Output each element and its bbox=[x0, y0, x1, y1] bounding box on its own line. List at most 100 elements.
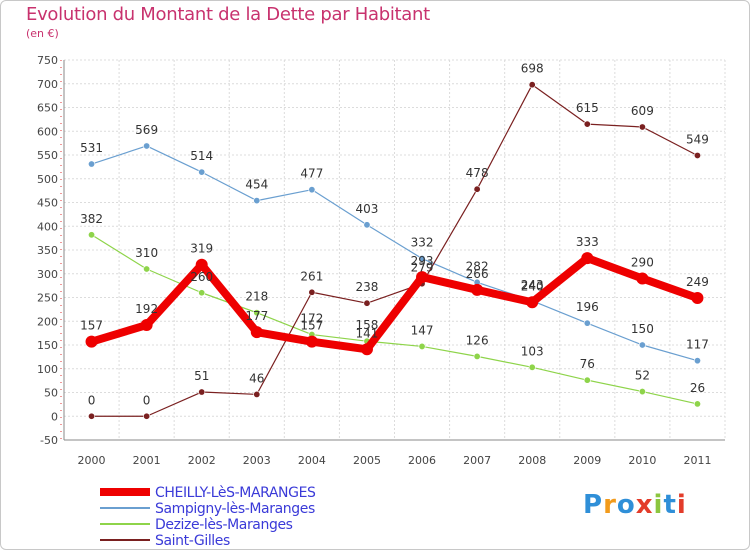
data-label-0: 157 bbox=[300, 319, 323, 333]
chart-subtitle: (en €) bbox=[26, 27, 59, 40]
data-point-0 bbox=[305, 335, 318, 348]
y-tick-label: 200 bbox=[37, 315, 58, 328]
x-tick-label: 2003 bbox=[243, 454, 271, 467]
data-label-1: 569 bbox=[135, 123, 158, 137]
data-label-1: 332 bbox=[411, 236, 434, 250]
data-label-1: 454 bbox=[245, 178, 268, 192]
data-label-2: 26 bbox=[690, 381, 705, 395]
data-label-3: 238 bbox=[356, 280, 379, 294]
data-point-2 bbox=[143, 265, 151, 273]
data-point-0 bbox=[691, 291, 704, 304]
data-point-3 bbox=[363, 299, 371, 307]
data-point-2 bbox=[473, 352, 481, 360]
data-label-1: 477 bbox=[300, 167, 323, 181]
data-point-0 bbox=[526, 296, 539, 309]
x-tick-label: 2011 bbox=[683, 454, 711, 467]
data-label-2: 76 bbox=[580, 357, 595, 371]
data-point-2 bbox=[88, 231, 96, 239]
data-point-1 bbox=[88, 160, 96, 168]
y-tick-label: 550 bbox=[37, 149, 58, 162]
legend-label-3: Saint-Gilles bbox=[155, 533, 230, 549]
data-point-0 bbox=[636, 272, 649, 285]
data-label-3: 0 bbox=[143, 393, 151, 407]
logo-letter: r bbox=[603, 490, 617, 520]
y-tick-label: 450 bbox=[37, 197, 58, 210]
data-point-2 bbox=[583, 376, 591, 384]
data-label-0: 240 bbox=[521, 279, 544, 293]
data-label-0: 157 bbox=[80, 319, 103, 333]
data-label-1: 150 bbox=[631, 322, 654, 336]
logo-letter: t bbox=[663, 490, 677, 520]
data-point-2 bbox=[418, 342, 426, 350]
data-point-3 bbox=[693, 151, 701, 159]
y-tick-label: 700 bbox=[37, 78, 58, 91]
data-point-0 bbox=[85, 335, 98, 348]
logo-letter: i bbox=[676, 490, 687, 520]
data-label-3: 51 bbox=[194, 369, 209, 383]
data-label-1: 403 bbox=[356, 202, 379, 216]
data-label-3: 609 bbox=[631, 104, 654, 118]
y-tick-label: 600 bbox=[37, 125, 58, 138]
data-label-2: 103 bbox=[521, 344, 544, 358]
data-point-0 bbox=[581, 252, 594, 265]
data-point-1 bbox=[198, 168, 206, 176]
y-tick-label: 0 bbox=[51, 410, 58, 423]
data-point-2 bbox=[528, 363, 536, 371]
data-label-2: 126 bbox=[466, 333, 489, 347]
data-point-2 bbox=[253, 309, 261, 317]
data-label-3: 279 bbox=[411, 261, 434, 275]
y-tick-label: -50 bbox=[40, 434, 58, 447]
data-label-1: 531 bbox=[80, 141, 103, 155]
data-label-3: 549 bbox=[686, 132, 709, 146]
y-tick-label: 750 bbox=[37, 54, 58, 67]
data-label-0: 177 bbox=[245, 309, 268, 323]
data-point-1 bbox=[143, 142, 151, 150]
data-point-3 bbox=[473, 185, 481, 193]
data-label-1: 243 bbox=[521, 278, 544, 292]
data-label-0: 192 bbox=[135, 302, 158, 316]
data-label-2: 172 bbox=[300, 312, 323, 326]
data-point-2 bbox=[638, 388, 646, 396]
data-label-3: 261 bbox=[300, 269, 323, 283]
data-label-2: 260 bbox=[190, 270, 213, 284]
data-point-2 bbox=[693, 400, 701, 408]
data-label-1: 196 bbox=[576, 300, 599, 314]
data-point-0 bbox=[471, 283, 484, 296]
x-tick-label: 2001 bbox=[133, 454, 161, 467]
x-tick-label: 2005 bbox=[353, 454, 381, 467]
data-label-0: 290 bbox=[631, 256, 654, 270]
data-label-3: 615 bbox=[576, 101, 599, 115]
y-tick-label: 150 bbox=[37, 339, 58, 352]
data-label-0: 293 bbox=[411, 254, 434, 268]
x-tick-label: 2004 bbox=[298, 454, 326, 467]
logo-letter: P bbox=[583, 490, 604, 520]
series-line-1 bbox=[91, 145, 698, 362]
data-point-0 bbox=[250, 326, 263, 339]
data-label-1: 117 bbox=[686, 338, 709, 352]
x-tick-label: 2000 bbox=[78, 454, 106, 467]
series-line-3 bbox=[91, 84, 698, 417]
data-label-2: 218 bbox=[245, 290, 268, 304]
data-point-3 bbox=[198, 388, 206, 396]
data-label-1: 514 bbox=[190, 149, 213, 163]
data-point-1 bbox=[253, 197, 261, 205]
data-label-0: 333 bbox=[576, 235, 599, 249]
x-tick-label: 2006 bbox=[408, 454, 436, 467]
logo-letter: o bbox=[616, 490, 636, 520]
data-point-3 bbox=[88, 412, 96, 420]
x-tick-label: 2002 bbox=[188, 454, 216, 467]
data-label-3: 478 bbox=[466, 166, 489, 180]
data-label-0: 319 bbox=[190, 242, 213, 256]
legend-label-2: Dezize-lès-Maranges bbox=[155, 517, 293, 533]
data-point-3 bbox=[583, 120, 591, 128]
data-point-0 bbox=[416, 271, 429, 284]
series-line-2 bbox=[91, 234, 698, 405]
logo-letter: i bbox=[653, 490, 664, 520]
data-label-3: 698 bbox=[521, 62, 544, 76]
data-point-3 bbox=[253, 390, 261, 398]
x-tick-label: 2007 bbox=[463, 454, 491, 467]
chart-title: Evolution du Montant de la Dette par Hab… bbox=[26, 4, 430, 25]
y-tick-label: 300 bbox=[37, 268, 58, 281]
data-label-3: 46 bbox=[249, 371, 264, 385]
